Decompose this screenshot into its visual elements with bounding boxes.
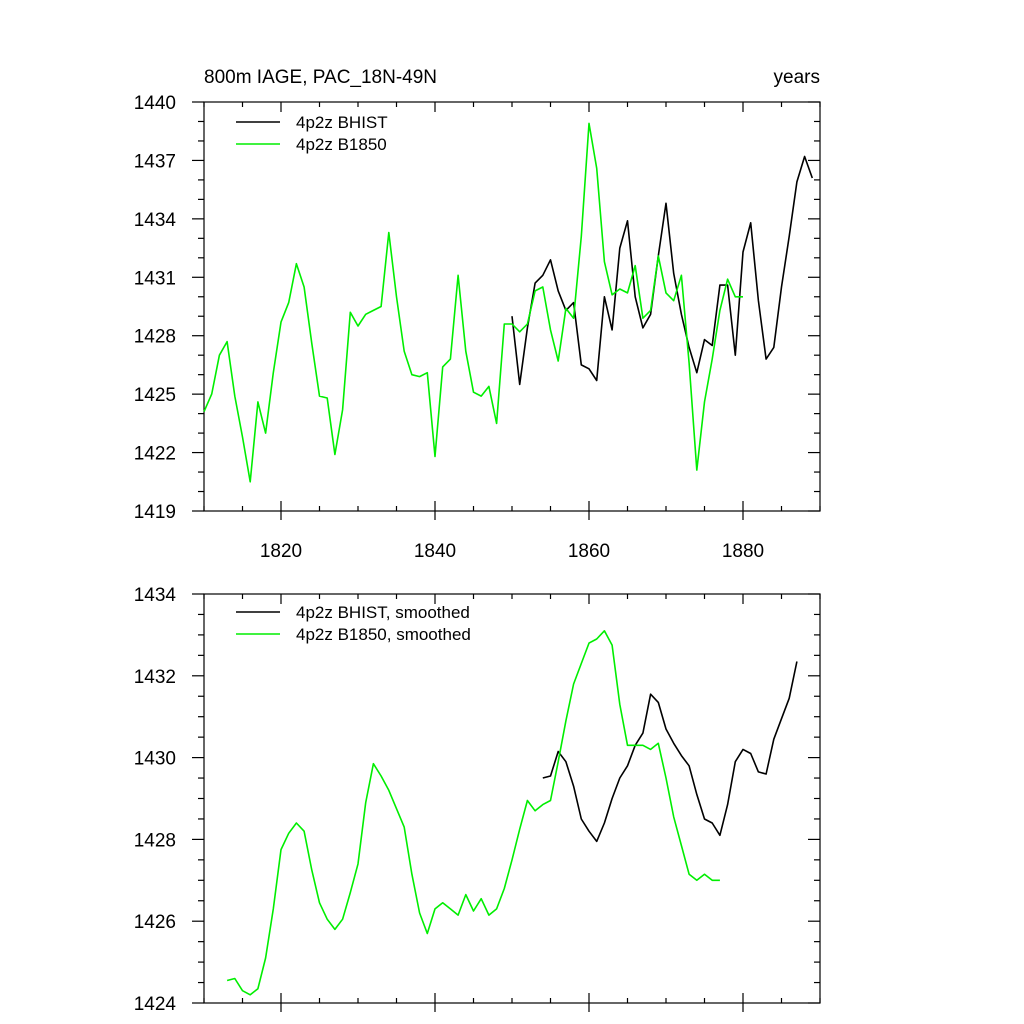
- y-tick-label: 1431: [134, 268, 176, 289]
- legend-label-b1850: 4p2z B1850: [296, 135, 387, 154]
- legend-label-bhist: 4p2z BHIST: [296, 113, 388, 132]
- y-tick-label: 1432: [134, 667, 176, 688]
- legend: 4p2z BHIST 4p2z B1850: [236, 113, 388, 154]
- x-tick-label: 1820: [260, 541, 302, 562]
- bottom-panel: 1424 1426 1428 1430 1432 1434 4p2z BHIST, smo…: [134, 585, 821, 1015]
- x-tick-label: 1840: [414, 541, 456, 562]
- series-line-b1850: [203, 122, 743, 483]
- plot-frame: [203, 593, 821, 1004]
- series-line-bhist: [542, 661, 798, 843]
- legend-label-bhist-smoothed: 4p2z BHIST, smoothed: [296, 603, 470, 622]
- x-tick-label: 1860: [568, 541, 610, 562]
- y-tick-label: 1426: [134, 912, 176, 933]
- legend: 4p2z BHIST, smoothed 4p2z B1850, smoothe…: [236, 603, 471, 644]
- axis-ticks: 1820 1840 1860 1880 1419 1422 1425 1428 1431 1434…: [134, 93, 821, 562]
- y-tick-label: 1424: [134, 994, 177, 1015]
- y-tick-label: 1422: [134, 444, 176, 465]
- y-tick-label: 1437: [134, 151, 176, 172]
- legend-label-b1850-smoothed: 4p2z B1850, smoothed: [296, 625, 471, 644]
- y-tick-label: 1419: [134, 502, 176, 523]
- y-tick-label: 1425: [134, 385, 176, 406]
- axis-ticks: 1424 1426 1428 1430 1432 1434: [134, 585, 821, 1015]
- series-line-bhist: [511, 155, 814, 386]
- y-tick-label: 1434: [134, 210, 177, 231]
- chart-title: 800m IAGE, PAC_18N-49N: [204, 67, 437, 88]
- chart-right-title: years: [774, 67, 820, 88]
- plot-frame: [203, 101, 821, 512]
- series-layer: [203, 122, 814, 483]
- series-line-b1850: [226, 629, 720, 996]
- y-tick-label: 1430: [134, 749, 176, 770]
- top-panel: 800m IAGE, PAC_18N-49N years 1820 1840 186…: [134, 67, 821, 562]
- y-tick-label: 1428: [134, 327, 176, 348]
- series-layer: [226, 629, 798, 996]
- y-tick-label: 1428: [134, 830, 176, 851]
- y-tick-label: 1440: [134, 93, 176, 114]
- x-tick-label: 1880: [722, 541, 764, 562]
- y-tick-label: 1434: [134, 585, 177, 606]
